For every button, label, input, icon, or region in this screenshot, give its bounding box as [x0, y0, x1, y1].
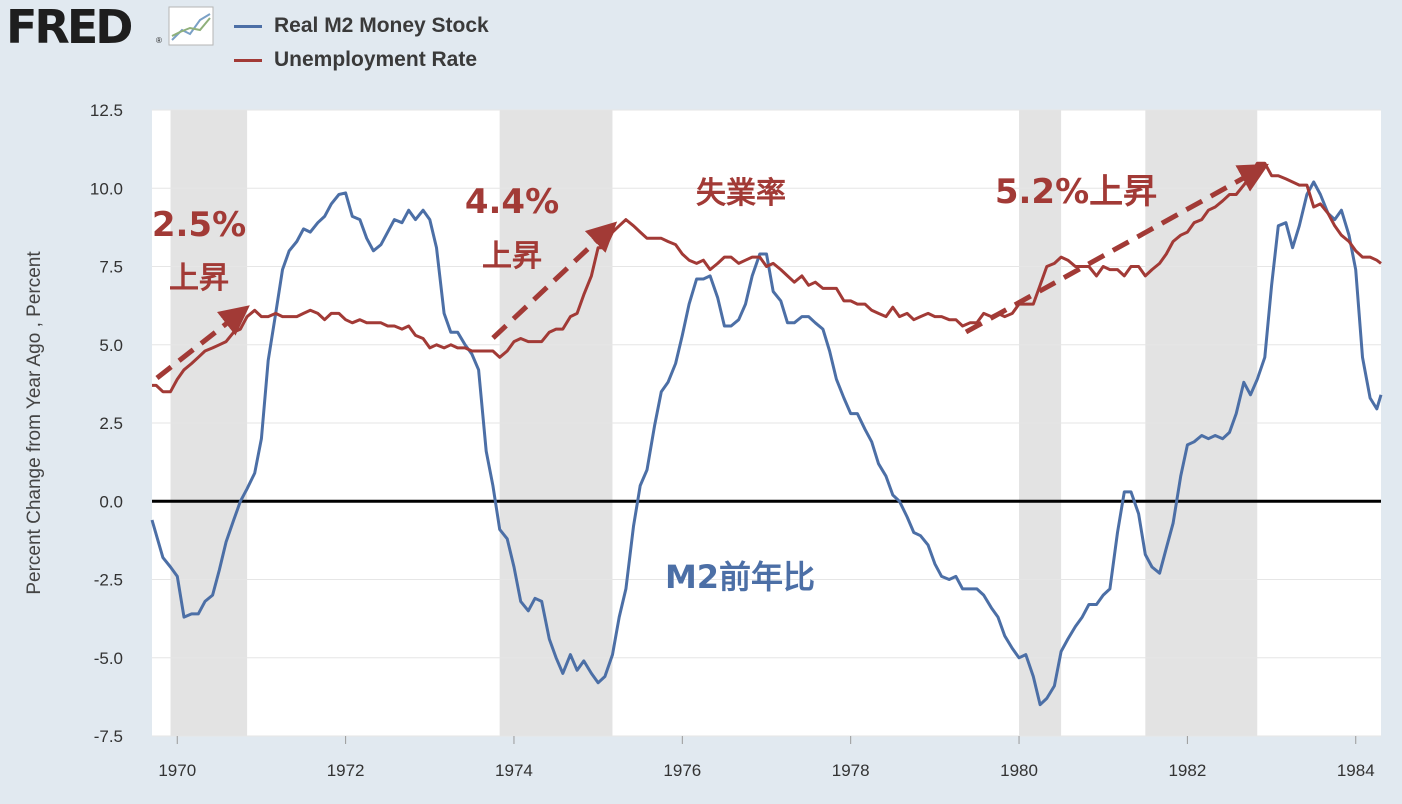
series-line-m2 [150, 180, 1383, 707]
y-tick-label: 7.5 [99, 258, 123, 277]
x-tick-label: 1978 [832, 761, 870, 780]
y-tick-label: 2.5 [99, 414, 123, 433]
annotation-rise-2-pct: 4.4% [465, 182, 559, 222]
y-tick-label: -5.0 [94, 649, 123, 668]
legend-swatch-m2 [234, 25, 262, 28]
x-tick-label: 1984 [1337, 761, 1375, 780]
y-tick-label: 10.0 [90, 179, 123, 198]
line-chart-icon [168, 6, 214, 46]
annotation-rise-1-word: 上昇 [169, 261, 229, 296]
legend-label-unemployment: Unemployment Rate [274, 48, 478, 71]
annotation-unemployment: 失業率 [696, 176, 786, 211]
x-axis-ticks: 1970 1972 1974 1976 1978 1980 1982 1984 [158, 736, 1375, 780]
registered-mark: ® [156, 36, 162, 45]
x-tick-label: 1972 [327, 761, 365, 780]
y-tick-label: -7.5 [94, 727, 123, 746]
legend-swatch-unemployment [234, 59, 262, 62]
x-tick-label: 1982 [1168, 761, 1206, 780]
y-axis-ticks: -7.5 -5.0 -2.5 0.0 2.5 5.0 7.5 10.0 12.5 [90, 101, 123, 746]
annotation-rise-2-word: 上昇 [482, 239, 542, 274]
annotation-rise-1-pct: 2.5% [152, 205, 246, 245]
y-tick-label: 0.0 [99, 492, 123, 511]
annotation-m2: M2前年比 [665, 558, 815, 596]
header: FRED ® Real M2 Money Stock Unemployment … [0, 0, 1402, 90]
y-tick-label: 5.0 [99, 336, 123, 355]
rise-arrow-1 [155, 305, 250, 380]
annotation-rise-3: 5.2%上昇 [995, 172, 1157, 212]
series-line-unemployment [152, 161, 1382, 394]
y-tick-label: 12.5 [90, 101, 123, 120]
x-tick-label: 1976 [663, 761, 701, 780]
x-tick-label: 1980 [1000, 761, 1038, 780]
x-tick-label: 1974 [495, 761, 533, 780]
fred-logo[interactable]: FRED [6, 0, 133, 54]
x-tick-label: 1970 [158, 761, 196, 780]
y-tick-label: -2.5 [94, 571, 123, 590]
legend-label-m2: Real M2 Money Stock [274, 14, 489, 37]
y-axis-title: Percent Change from Year Ago , Percent [24, 251, 45, 595]
